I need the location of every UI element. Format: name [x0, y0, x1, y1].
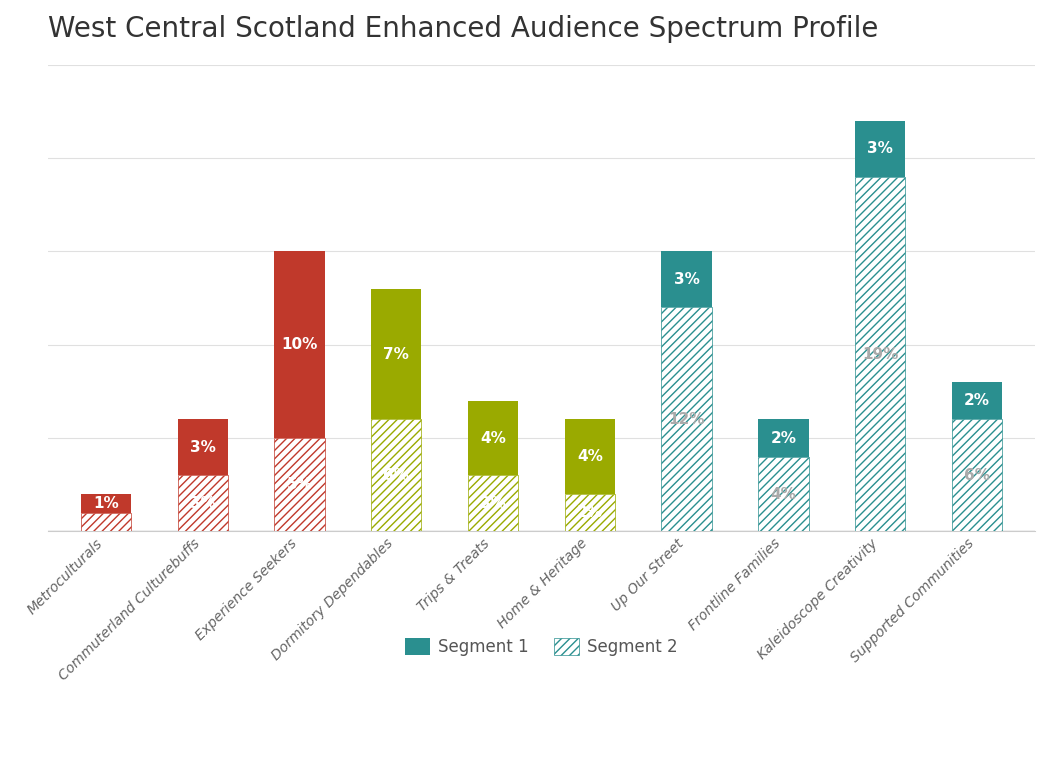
- Bar: [274, 251, 324, 438]
- Text: 5%: 5%: [287, 477, 313, 492]
- Text: 3%: 3%: [867, 141, 894, 156]
- Bar: [274, 438, 324, 531]
- Text: 4%: 4%: [576, 449, 603, 464]
- Text: 4%: 4%: [771, 487, 796, 501]
- Text: 7%: 7%: [383, 347, 410, 362]
- Legend: Segment 1, Segment 2: Segment 1, Segment 2: [398, 632, 685, 663]
- Bar: [758, 419, 809, 457]
- Bar: [81, 513, 131, 531]
- Bar: [855, 177, 905, 531]
- Bar: [758, 457, 809, 531]
- Bar: [855, 177, 905, 531]
- Bar: [662, 308, 712, 531]
- Bar: [468, 476, 519, 531]
- Bar: [855, 121, 905, 177]
- Bar: [274, 438, 324, 531]
- Bar: [565, 419, 615, 494]
- Bar: [371, 419, 421, 531]
- Bar: [758, 457, 809, 531]
- Bar: [468, 476, 519, 531]
- Bar: [565, 494, 615, 531]
- Text: 1%: 1%: [93, 496, 119, 511]
- Text: 2%: 2%: [771, 430, 796, 446]
- Bar: [81, 494, 131, 513]
- Text: 12%: 12%: [669, 412, 705, 427]
- Text: 2%: 2%: [964, 394, 990, 408]
- Text: 3%: 3%: [674, 272, 699, 287]
- Bar: [177, 476, 228, 531]
- Bar: [565, 494, 615, 531]
- Bar: [371, 419, 421, 531]
- Bar: [662, 308, 712, 531]
- Text: West Central Scotland Enhanced Audience Spectrum Profile: West Central Scotland Enhanced Audience …: [48, 15, 878, 43]
- Bar: [951, 382, 1002, 419]
- Text: 2%: 2%: [576, 505, 603, 520]
- Bar: [371, 289, 421, 419]
- Bar: [177, 476, 228, 531]
- Bar: [951, 419, 1002, 531]
- Bar: [951, 419, 1002, 531]
- Bar: [81, 513, 131, 531]
- Bar: [177, 419, 228, 476]
- Text: 6%: 6%: [964, 468, 990, 483]
- Text: 10%: 10%: [281, 337, 318, 352]
- Text: 3%: 3%: [480, 496, 506, 511]
- Bar: [468, 401, 519, 476]
- Text: 6%: 6%: [383, 468, 410, 483]
- Text: 3%: 3%: [190, 440, 215, 455]
- Bar: [662, 251, 712, 308]
- Text: 19%: 19%: [862, 347, 899, 362]
- Text: 4%: 4%: [480, 430, 506, 446]
- Text: 3%: 3%: [190, 496, 215, 511]
